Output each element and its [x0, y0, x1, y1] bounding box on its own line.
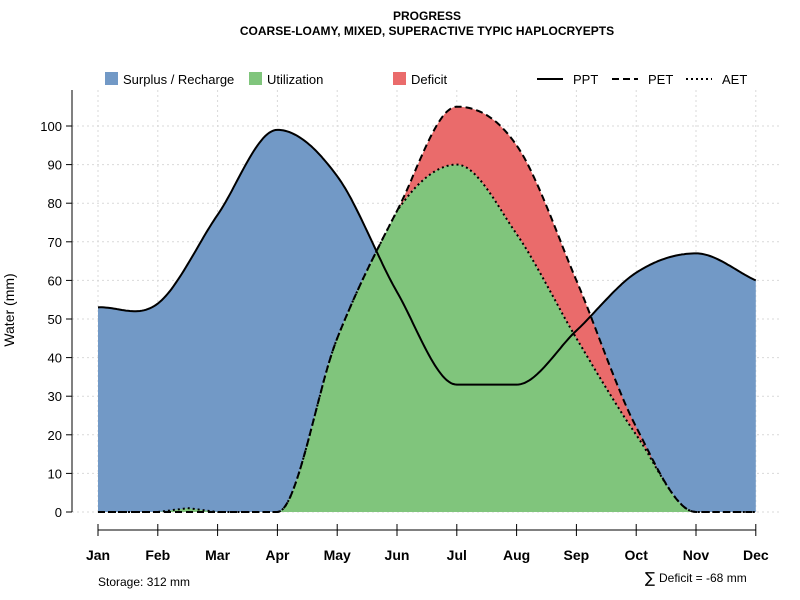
line-ppt	[97, 128, 757, 386]
y-tick-label: 90	[48, 158, 62, 173]
legend-label-ppt: PPT	[573, 72, 598, 87]
x-tick-label-jul: Jul	[447, 547, 467, 563]
x-tick-label-apr: Apr	[265, 547, 290, 563]
x-tick-label-jun: Jun	[385, 547, 410, 563]
y-tick-label: 20	[48, 428, 62, 443]
y-tick-label: 50	[48, 312, 62, 327]
areas	[98, 106, 756, 512]
legend-swatch-surplus	[105, 72, 118, 85]
x-tick-label-jan: Jan	[86, 547, 110, 563]
line-aet	[98, 163, 756, 513]
y-tick-label: 80	[48, 196, 62, 211]
sum-symbol: ∑	[645, 569, 655, 587]
x-tick-label-sep: Sep	[564, 547, 590, 563]
axes: 0 10 20 30 40 50 60 70 80 90 100 Jan Feb Mar Apr May Jun…	[40, 90, 769, 563]
y-tick-label: 60	[48, 273, 62, 288]
storage-label: Storage: 312 mm	[98, 575, 190, 589]
legend-label-aet: AET	[722, 72, 747, 87]
x-tick-label-feb: Feb	[145, 547, 170, 563]
x-tick-label-mar: Mar	[205, 547, 230, 563]
x-tick-label-nov: Nov	[683, 547, 710, 563]
y-tick-label: 30	[48, 389, 62, 404]
y-tick-label: 40	[48, 351, 62, 366]
y-axis-title: Water (mm)	[1, 273, 17, 346]
area-utilization	[98, 164, 756, 512]
chart-title: PROGRESS	[393, 9, 461, 23]
legend-label-utilization: Utilization	[267, 72, 323, 87]
legend-swatch-deficit	[393, 72, 406, 85]
x-tick-label-may: May	[324, 547, 351, 563]
chart-subtitle: COARSE-LOAMY, MIXED, SUPERACTIVE TYPIC H…	[240, 24, 614, 38]
y-tick-label: 70	[48, 235, 62, 250]
series-lines	[97, 105, 757, 513]
x-tick-label-aug: Aug	[503, 547, 530, 563]
x-tick-label-oct: Oct	[625, 547, 649, 563]
x-tick-label-dec: Dec	[743, 547, 769, 563]
y-tick-label: 100	[40, 119, 62, 134]
area-surplus	[98, 129, 756, 512]
y-tick-label: 0	[55, 505, 62, 520]
legend-label-pet: PET	[648, 72, 673, 87]
legend: Surplus / Recharge Utilization Deficit P…	[105, 72, 747, 87]
y-tick-label: 10	[48, 466, 62, 481]
legend-label-deficit: Deficit	[411, 72, 448, 87]
legend-label-surplus: Surplus / Recharge	[123, 72, 234, 87]
legend-swatch-utilization	[249, 72, 262, 85]
deficit-label: Deficit = -68 mm	[659, 571, 747, 585]
